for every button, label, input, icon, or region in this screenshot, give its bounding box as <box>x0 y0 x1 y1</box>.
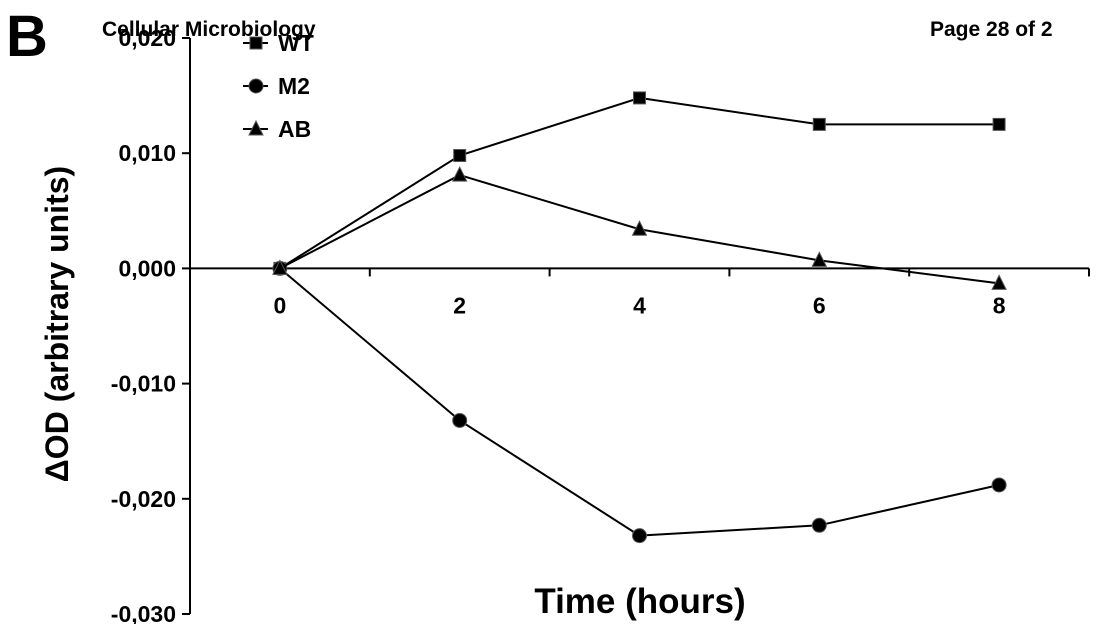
data-point-ab <box>272 259 288 275</box>
data-point-ab <box>991 274 1007 290</box>
series-m2 <box>272 260 1007 544</box>
x-tick-label: 8 <box>993 292 1006 318</box>
y-tick-label: -0,030 <box>111 601 176 624</box>
panel-letter: B <box>6 4 48 69</box>
series-ab <box>272 165 1007 290</box>
y-tick-label: -0,020 <box>111 486 176 512</box>
legend-label-m2: M2 <box>278 73 310 99</box>
data-point-m2 <box>452 412 468 428</box>
legend-label-wt: WT <box>278 30 314 56</box>
y-tick-label: 0,020 <box>118 25 176 51</box>
x-tick-label: 6 <box>813 292 826 318</box>
x-tick-label: 2 <box>453 292 466 318</box>
axes: 0,020 0,010 0,000 -0,010 -0,020 -0,030 0 2 4 6 8 <box>111 25 1090 624</box>
x-axis-label: Time (hours) <box>534 582 745 621</box>
y-tick-label: 0,000 <box>118 255 176 281</box>
data-point-ab <box>451 165 468 182</box>
series-line-wt <box>279 96 1000 270</box>
data-point-m2 <box>991 477 1007 493</box>
data-point-m2 <box>811 517 827 533</box>
legend-marker-wt <box>249 36 263 50</box>
y-tick-label: -0,010 <box>111 371 176 397</box>
legend-marker-m2 <box>248 78 264 94</box>
data-point-wt <box>992 117 1006 131</box>
legend-marker-ab <box>248 119 264 136</box>
data-point-wt <box>812 117 826 131</box>
legend: WT M2 AB <box>243 30 314 142</box>
legend-label-ab: AB <box>278 116 311 142</box>
series-wt <box>273 91 1006 275</box>
data-point-wt <box>633 91 646 105</box>
series-layer <box>272 91 1007 544</box>
journal-header: Cellular Microbiology <box>102 18 316 41</box>
page-header: Page 28 of 2 <box>930 18 1053 41</box>
data-point-ab <box>631 220 648 236</box>
x-tick-label: 0 <box>274 292 287 318</box>
x-tick-label: 4 <box>633 292 646 318</box>
y-axis-label: ΔOD (arbitrary units) <box>39 166 75 482</box>
data-point-m2 <box>632 528 647 544</box>
data-point-wt <box>453 149 467 163</box>
data-point-ab <box>811 251 828 267</box>
y-tick-label: 0,010 <box>118 140 176 166</box>
